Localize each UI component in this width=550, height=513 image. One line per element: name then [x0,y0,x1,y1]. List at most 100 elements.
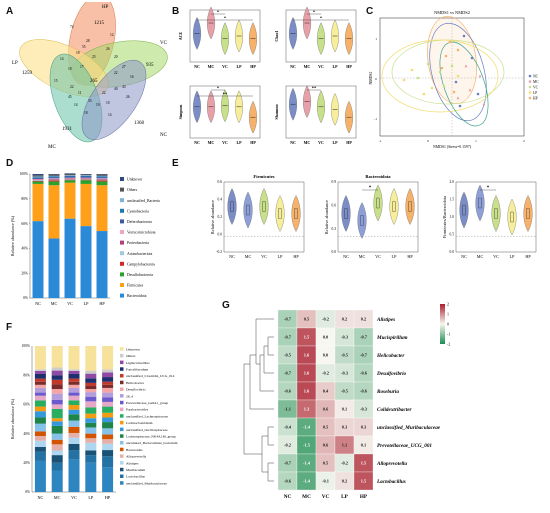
heatmap-cell-value: 1.6 [304,353,310,358]
alpha-xtick-vc: VC [318,140,324,145]
nmds-point [422,92,426,96]
genus-bar-segment [51,409,63,419]
genus-bar-segment [102,384,114,388]
phylum-bar-segment [64,174,76,176]
genus-bar-segment [51,470,63,492]
ratio-xtick-vc: VC [493,254,499,259]
nmds-xtick: 0 [427,139,429,143]
genus-bar-segment [34,406,46,412]
genus-legend-label: uncultured_Bacteroidales_bacterium [126,441,178,445]
venn-inner-count: 15 [54,79,58,83]
genus-bar-segment [51,444,63,451]
genus-bar-segment [68,392,80,396]
ratio-violin-vc [259,188,269,225]
genus-ytick: 60% [23,403,30,407]
alpha-ylabel: Shannon [274,104,279,120]
dendrogram-branch [243,363,262,455]
nmds-point [440,66,444,70]
alpha-sig-label: * [217,86,220,91]
genus-bar-segment [102,456,114,468]
genus-bar-segment [102,387,114,393]
phylum-bar-segment [96,179,108,181]
panel-label-b: B [172,6,180,17]
phylum-xtick-vc: VC [67,301,73,306]
venn-label-lp: LP [12,61,18,66]
venn-label-nc: NC [160,133,168,138]
heatmap: -0.7 0.5 -0.2 0.2 0.2 Alistipes -0.7 1.5 0.0 -0.3… [243,301,450,500]
heatmap-cell-value: -0.2 [341,461,348,466]
venn-inner-count: 26 [106,47,110,51]
heatmap-cell-value: -0.2 [322,371,329,376]
alpha-plot-simpson: Simpson NC MC VC LP HP *** [178,86,261,145]
alpha-xtick-mc: MC [304,140,311,145]
phylum-legend-label: Campylobacterota [127,262,155,266]
heatmap-cell-value: -0.6 [284,479,292,484]
genus-bar-segment [102,381,114,385]
genus-legend-swatch [120,427,124,432]
alpha-sig-label: * [217,10,220,15]
nmds-legend-swatch [528,74,532,78]
phylum-legend-swatch [120,208,124,213]
venn-inner-count: 14 [108,113,112,117]
genus-bar-segment [34,373,46,379]
heatmap-cell-value: -0.6 [360,371,368,376]
phylum-xtick-hp: HP [99,301,105,306]
ratio-plot-title: Bacteroidota [365,174,391,179]
ratio-ytick: 1.0 [450,215,455,219]
genus-bar-segment [68,381,80,385]
genus-bar-segment [51,418,63,422]
alpha-plot-shannon: Shannon NC MC VC LP HP ** [274,85,357,145]
genus-bar-segment [51,346,63,368]
phylum-legend-swatch [120,240,124,245]
genus-bar-segment [102,428,114,435]
nmds-point [452,90,456,94]
heatmap-row-label: Desulfovibrio [376,371,407,377]
heatmap-cell-value: 0.3 [342,425,348,430]
ratio-ytick: 0.0 [450,250,455,254]
genus-bar-segment [51,384,63,390]
phylum-bar-segment [32,183,44,222]
heatmap-cell-value: 0.2 [342,479,348,484]
heatmap-dendrogram [243,318,274,482]
nmds-point [442,84,446,88]
venn-inner-count: 16 [130,75,134,79]
alpha-xtick-nc: NC [290,64,296,69]
nmds-point [426,62,430,66]
genus-bar-segment [68,346,80,370]
ratio-box [526,208,530,219]
nmds-legend-label: HP [533,96,538,100]
venn-inner-count: 45 [68,95,72,99]
heatmap-row-label: Colidextribacter [377,407,413,413]
heatmap-cell-value: -0.3 [360,407,368,412]
heatmap-row-label: Alistipes [376,317,395,323]
phylum-xtick-lp: LP [84,301,90,306]
phylum-ytick: 40% [21,247,28,251]
genus-bar-segment [102,377,114,382]
ratio-xtick-nc: NC [229,254,235,259]
genus-bar-segment [85,382,97,386]
heatmap-cell-value: 1.6 [304,389,310,394]
venn-inner-count: 14 [60,57,64,61]
genus-bar-segment [51,455,63,463]
genus-ytick: 0% [25,490,30,494]
heatmap-cell-value: -1.1 [284,407,291,412]
ratio-xtick-lp: LP [392,254,398,259]
heatmap-cell-value: -0.3 [341,335,349,340]
phylum-bar-segment [80,177,92,179]
genus-legend-swatch [120,374,124,378]
venn-inner-count: 12 [110,33,114,37]
ratio-violin-lp [389,188,399,225]
nmds-point [470,56,474,60]
alpha-sig-label: ** [312,86,317,91]
heatmap-cell-value: -0.4 [284,425,292,430]
phylum-bar-segment [32,177,44,179]
phylum-bar-segment [48,176,60,178]
genus-bar-segment [68,414,80,421]
venn-inner-count: 18 [68,67,72,71]
ratio-plot-1: Bacteroidota 0.9 0.6 0.3 0.0 NC MC VC LP HP * [332,174,419,259]
ratio-ytick: 0.6 [218,180,223,184]
panel-label-c: C [366,6,374,17]
genus-ytick: 40% [23,432,30,436]
genus-bar-segment [85,433,97,439]
phylum-legend-label: Others [127,188,138,192]
